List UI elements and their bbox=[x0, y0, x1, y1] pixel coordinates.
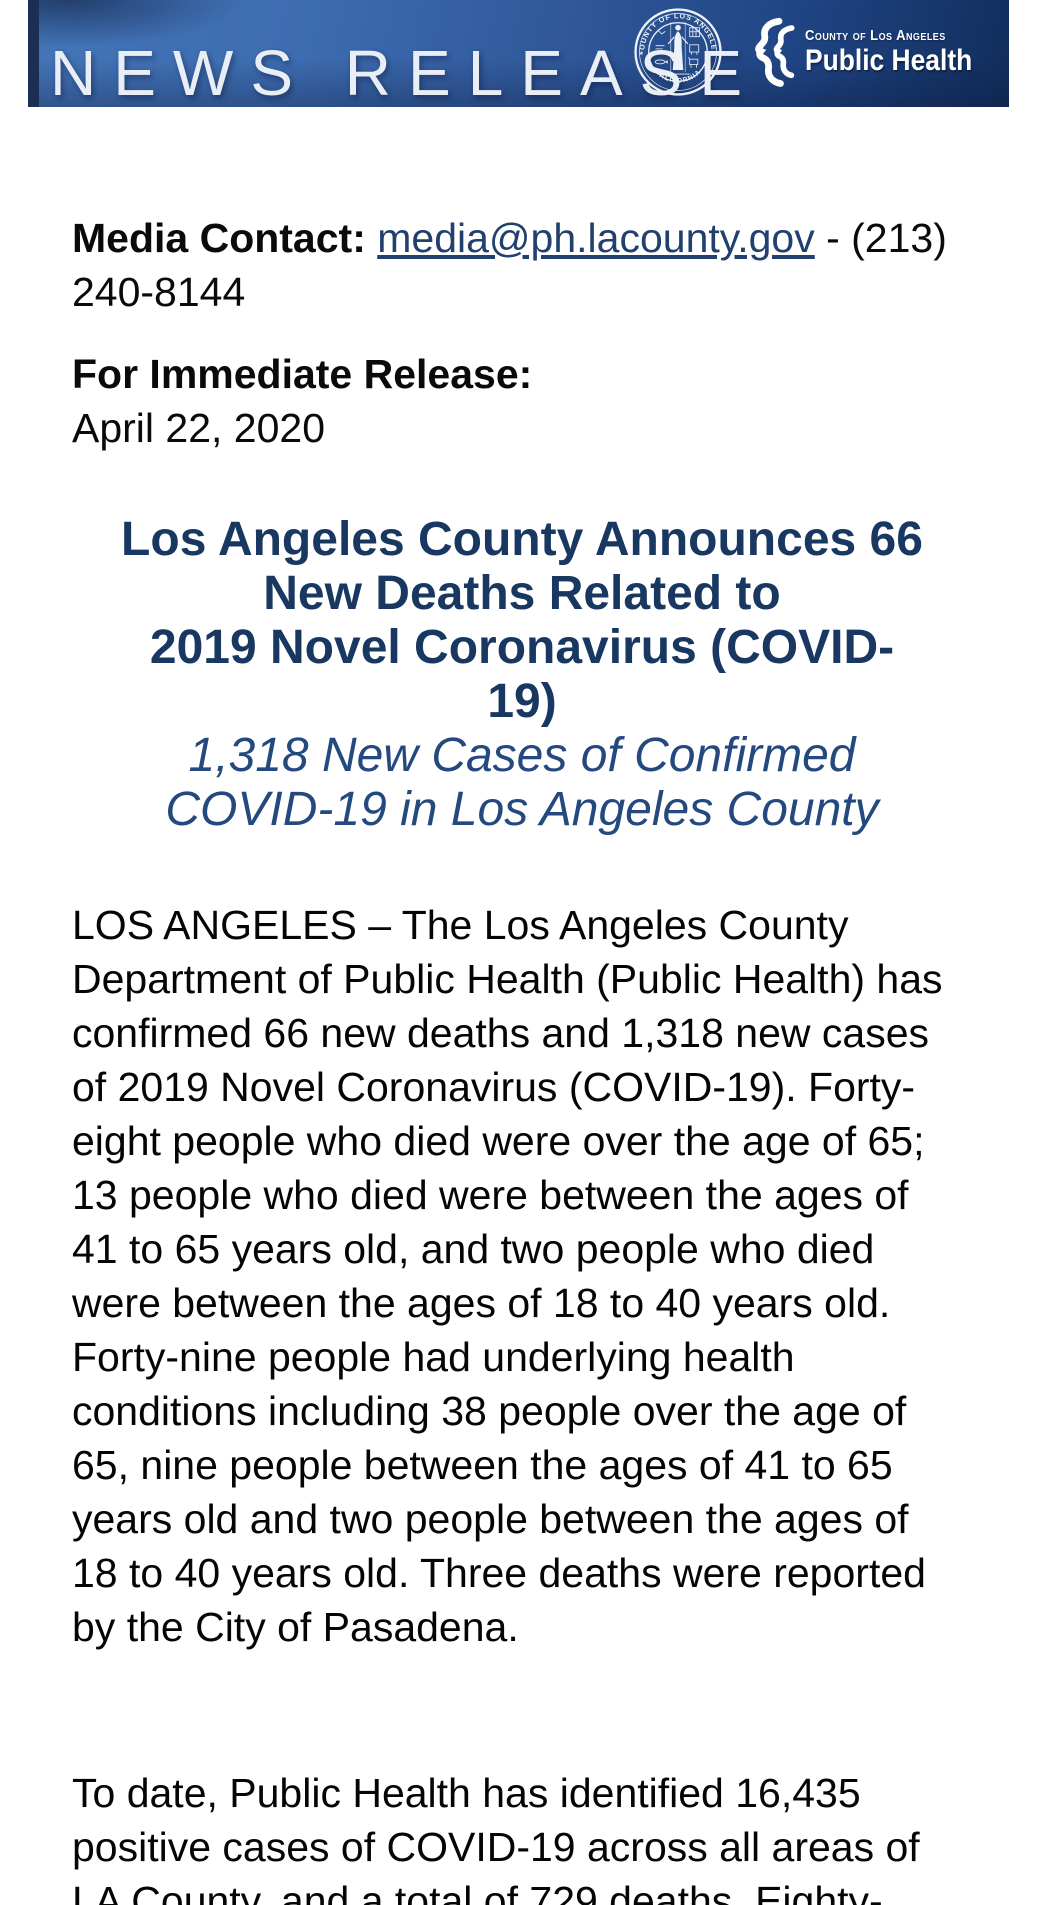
paragraph-1: LOS ANGELES – The Los Angeles County Dep… bbox=[72, 902, 943, 1650]
media-contact-line: Media Contact: media@ph.lacounty.gov - (… bbox=[72, 211, 972, 319]
release-info: For Immediate Release: April 22, 2020 bbox=[72, 347, 972, 455]
seal-star-right: ★ bbox=[711, 51, 716, 57]
logo-org-name: County of Los Angeles bbox=[804, 27, 946, 44]
subheadline: 1,318 New Cases of Confirmed COVID-19 in… bbox=[165, 729, 879, 836]
banner-title: NEWS RELEASE bbox=[50, 37, 760, 107]
seal-quadrant-emblems bbox=[653, 27, 700, 75]
release-label: For Immediate Release: bbox=[72, 351, 533, 397]
logo-dept-name: Public Health bbox=[804, 43, 973, 77]
banner-logos: COUNTY OF LOS ANGELES CALIFORNIA ★ ★ bbox=[633, 7, 995, 97]
media-contact-phone: - (213) 240-8144 bbox=[72, 215, 947, 315]
paragraph-2: To date, Public Health has identified 16… bbox=[72, 1770, 920, 1905]
public-health-profiles-icon bbox=[755, 17, 795, 87]
media-contact-label: Media Contact: bbox=[72, 215, 366, 261]
news-release-body: Media Contact: media@ph.lacounty.gov - (… bbox=[72, 107, 972, 1905]
seal-center-figure bbox=[667, 22, 689, 72]
seal-text-bottom: CALIFORNIA bbox=[653, 68, 701, 84]
news-release-banner: NEWS RELEASE COUNTY OF LOS ANGELES CALIF… bbox=[28, 0, 1009, 107]
release-date: April 22, 2020 bbox=[72, 405, 326, 451]
la-county-seal-icon: COUNTY OF LOS ANGELES CALIFORNIA ★ ★ bbox=[633, 7, 722, 96]
public-health-logo: County of Los Angeles Public Health bbox=[749, 15, 995, 89]
seal-star-left: ★ bbox=[639, 51, 644, 57]
svg-text:CALIFORNIA: CALIFORNIA bbox=[653, 68, 702, 84]
headline: Los Angeles County Announces 66 New Deat… bbox=[121, 513, 923, 728]
media-contact-email-link[interactable]: media@ph.lacounty.gov bbox=[377, 215, 815, 261]
